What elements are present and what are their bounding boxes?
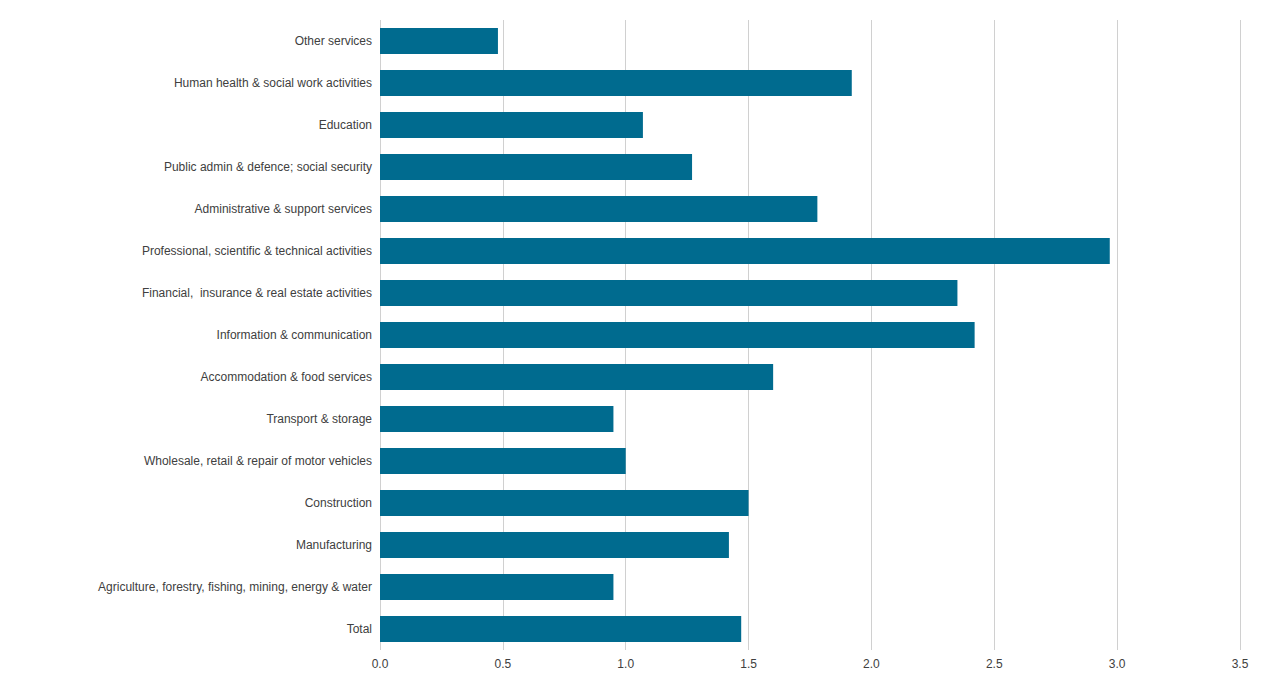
svg-text:Public admin & defence; social: Public admin & defence; social security <box>164 160 372 174</box>
svg-text:Other services: Other services <box>295 34 372 48</box>
svg-text:Education: Education <box>319 118 372 132</box>
svg-text:2.5: 2.5 <box>986 657 1003 671</box>
svg-text:Administrative & support servi: Administrative & support services <box>195 202 372 216</box>
svg-text:Agriculture, forestry, fishing: Agriculture, forestry, fishing, mining, … <box>98 580 372 594</box>
svg-text:Human health & social work act: Human health & social work activities <box>174 76 372 90</box>
svg-text:0.0: 0.0 <box>372 657 389 671</box>
svg-text:3.5: 3.5 <box>1232 657 1249 671</box>
svg-text:Professional, scientific & tec: Professional, scientific & technical act… <box>142 244 372 258</box>
svg-text:Manufacturing: Manufacturing <box>296 538 372 552</box>
svg-text:0.5: 0.5 <box>495 657 512 671</box>
svg-text:Accommodation & food services: Accommodation & food services <box>201 370 372 384</box>
svg-text:Information & communication: Information & communication <box>217 328 372 342</box>
svg-text:3.0: 3.0 <box>1109 657 1126 671</box>
svg-text:1.5: 1.5 <box>740 657 757 671</box>
svg-text:Transport & storage: Transport & storage <box>266 412 372 426</box>
svg-text:Total: Total <box>347 622 372 636</box>
svg-text:Wholesale, retail & repair of: Wholesale, retail & repair of motor vehi… <box>144 454 372 468</box>
svg-text:Construction: Construction <box>305 496 372 510</box>
svg-text:1.0: 1.0 <box>617 657 634 671</box>
svg-text:2.0: 2.0 <box>863 657 880 671</box>
svg-text:Financial, insurance & real e: Financial, insurance & real estate activ… <box>142 286 372 300</box>
